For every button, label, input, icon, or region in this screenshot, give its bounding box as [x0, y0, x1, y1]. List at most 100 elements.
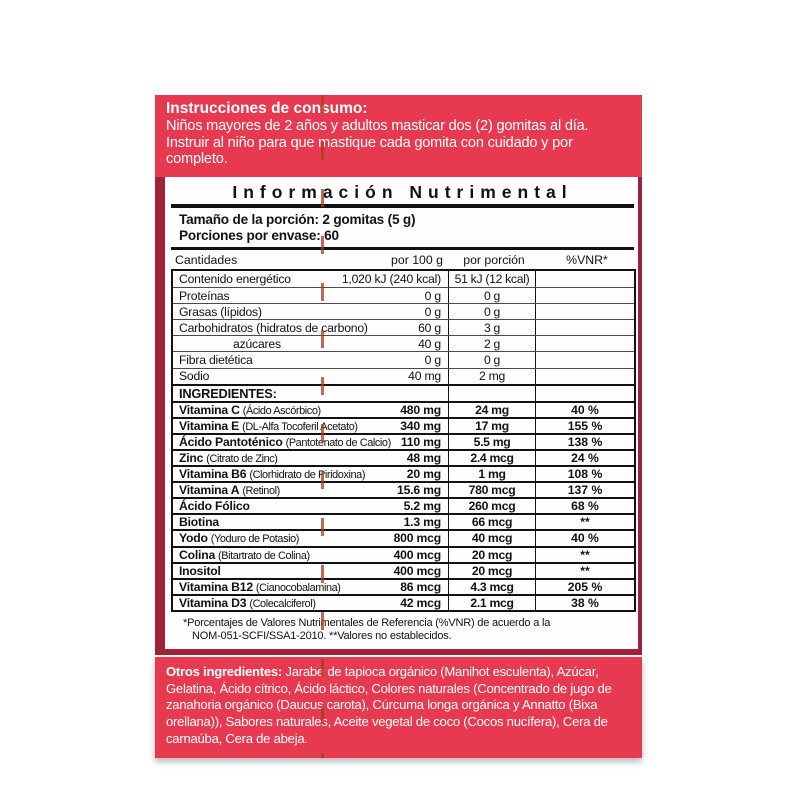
table-row: Zinc (Citrato de Zinc) 48 mg 2.4 mcg 24 % — [173, 448, 634, 466]
divider-rule — [171, 246, 634, 250]
value-per-100g: 0 g — [424, 288, 442, 303]
nutrient-name-cell: Vitamina C (Ácido Ascórbico) 480 mg — [173, 403, 448, 417]
value-per-portion: 20 mcg — [448, 563, 536, 578]
nutrient-name: Inositol — [179, 563, 221, 578]
value-per-100g: 5.2 mg — [403, 499, 442, 514]
value-per-100g: 86 mcg — [400, 579, 441, 594]
value-vnr-percent — [536, 288, 634, 303]
value-per-portion: 20 mcg — [448, 547, 536, 562]
nutrient-name: Grasas (lípidos) — [179, 304, 262, 319]
nutrient-name-cell: Sodio 40 mg — [173, 369, 448, 384]
nutrient-chemical-name: (Pantotenato de Calcio) — [285, 436, 392, 449]
value-per-portion: 2 g — [448, 336, 536, 352]
value-vnr-percent — [536, 352, 634, 367]
value-per-100g: 15.6 mg — [397, 483, 441, 498]
other-ingredients-label: Otros ingredientes: — [166, 663, 283, 679]
table-row: INGREDIENTES: — [173, 383, 634, 401]
nutrient-name-cell: Ácido Pantoténico (Pantotenato de Calcio)… — [173, 435, 448, 449]
value-per-portion — [448, 385, 536, 401]
column-header-per-100g: por 100 g — [391, 252, 443, 267]
value-per-portion: 260 mcg — [448, 499, 536, 514]
nutrient-name-cell: Contenido energético 1,020 kJ (240 kcal) — [173, 271, 448, 287]
nutrient-name-cell: Vitamina D3 (Colecalciferol) 42 mcg — [173, 596, 448, 610]
nutrient-chemical-name: (Citrato de Zinc) — [206, 452, 278, 465]
value-per-portion: 3 g — [448, 320, 536, 336]
nutrient-name: Biotina — [179, 515, 219, 530]
value-per-100g: 40 g — [418, 336, 441, 351]
nutrient-chemical-name: (Yoduro de Potasio) — [210, 533, 300, 546]
nutrient-chemical-name: (Retinol) — [242, 485, 280, 498]
nutrient-name-cell: Proteínas 0 g — [173, 288, 448, 303]
value-per-100g: 400 mcg — [393, 547, 442, 562]
nutrient-name-cell: Carbohidratos (hidratos de carbono) 60 g — [173, 320, 448, 335]
value-per-100g: 340 mg — [400, 418, 441, 433]
value-vnr-percent: 108 % — [567, 467, 603, 482]
nutrition-table: Contenido energético 1,020 kJ (240 kcal) 5… — [171, 269, 636, 612]
value-per-portion: 24 mg — [448, 402, 536, 417]
value-vnr-percent — [536, 304, 634, 319]
table-row: Vitamina E (DL-Alfa Tocoferil Acetato) 340… — [173, 416, 634, 433]
nutrient-name-cell: Vitamina E (DL-Alfa Tocoferil Acetato) 340… — [173, 419, 448, 433]
nutrient-name: INGREDIENTES: — [179, 385, 277, 401]
value-vnr-percent: 138 % — [567, 434, 603, 449]
column-header-amounts: Cantidades — [175, 252, 238, 267]
nutrient-name: Ácido Pantoténico (Pantotenato de Calcio) — [179, 434, 392, 449]
divider-rule — [171, 203, 634, 208]
table-row: Ácido Fólico 5.2 mg 260 mcg 68 % — [173, 497, 634, 514]
nutrient-name: Carbohidratos (hidratos de carbono) — [179, 320, 368, 335]
value-per-portion: 5.5 mg — [448, 434, 536, 449]
value-per-100g: 400 mcg — [393, 563, 442, 578]
nutrient-name-cell: Vitamina B12 (Cianocobalamina) 86 mcg — [173, 580, 448, 594]
value-per-portion: 0 g — [448, 288, 536, 304]
nutrient-name: Vitamina E (DL-Alfa Tocoferil Acetato) — [179, 418, 358, 433]
table-row: azúcares 40 g 2 g — [173, 335, 634, 352]
other-ingredients-block: Otros ingredientes: Jarabe de tapioca or… — [155, 656, 642, 758]
nutrient-chemical-name: (Bitartrato de Colina) — [218, 549, 310, 562]
value-vnr-percent: ** — [580, 563, 590, 578]
nutrient-name-cell: azúcares 40 g — [173, 336, 448, 351]
value-vnr-percent: 38 % — [571, 595, 599, 610]
nutrient-chemical-name: (DL-Alfa Tocoferil Acetato) — [242, 420, 358, 433]
value-per-portion: 0 g — [448, 352, 536, 368]
other-ingredients-body: Jarabe de tapioca orgánico (Manihot escu… — [166, 663, 612, 747]
table-column-header: Cantidades por 100 g por porción %VNR* — [169, 250, 636, 269]
nutrient-chemical-name: (Clorhidrato de Piridoxina) — [249, 469, 366, 482]
nutrient-name: Proteínas — [179, 288, 230, 303]
value-per-portion: 4.3 mcg — [448, 579, 536, 594]
value-vnr-percent: 40 % — [571, 531, 599, 546]
value-per-100g: 40 mg — [408, 369, 441, 384]
nutrient-chemical-name: (Colecalciferol) — [249, 597, 316, 610]
value-per-100g: 800 mcg — [393, 531, 442, 546]
nutrient-name-cell: Biotina 1.3 mg — [173, 515, 448, 529]
value-vnr-percent: ** — [580, 515, 590, 530]
table-row: Inositol 400 mcg 20 mcg ** — [173, 561, 634, 578]
nutrient-name-cell: Ácido Fólico 5.2 mg — [173, 499, 448, 513]
footnote-line-1: *Porcentajes de Valores Nutrimentales de… — [183, 616, 551, 629]
nutrient-name-cell: Grasas (lípidos) 0 g — [173, 304, 448, 319]
value-per-portion: 66 mcg — [448, 515, 536, 530]
value-vnr-percent — [536, 369, 634, 384]
value-per-portion: 1 mg — [448, 467, 536, 482]
value-per-portion: 780 mcg — [448, 483, 536, 498]
nutrient-name: Vitamina C (Ácido Ascórbico) — [179, 402, 321, 417]
column-header-vnr: %VNR* — [566, 252, 608, 267]
value-per-100g: 0 g — [424, 353, 442, 368]
nutrient-name: Yodo (Yoduro de Potasio) — [179, 531, 300, 546]
nutrition-label: Instrucciones de consumo: Niños mayores … — [155, 95, 642, 758]
value-per-100g: 1,020 kJ (240 kcal) — [341, 272, 441, 287]
value-per-portion: 2.1 mcg — [448, 595, 536, 610]
value-per-portion: 40 mcg — [448, 531, 536, 546]
value-per-portion: 17 mg — [448, 418, 536, 433]
value-per-100g: 42 mcg — [400, 595, 441, 610]
nutrient-name: Fibra dietética — [179, 353, 253, 368]
nutrient-name: Ácido Fólico — [179, 499, 250, 514]
value-per-100g: 48 mg — [406, 450, 441, 465]
nutrient-name: Vitamina A (Retinol) — [179, 483, 280, 498]
value-per-100g: 1.3 mg — [403, 515, 442, 530]
panel-title: Información Nutrimental — [232, 181, 573, 202]
table-row: Vitamina B6 (Clorhidrato de Piridoxina) 20… — [173, 465, 634, 482]
value-per-100g: 110 mg — [400, 434, 441, 449]
value-per-100g: 480 mg — [400, 402, 441, 417]
nutrient-name: Zinc (Citrato de Zinc) — [179, 450, 278, 465]
